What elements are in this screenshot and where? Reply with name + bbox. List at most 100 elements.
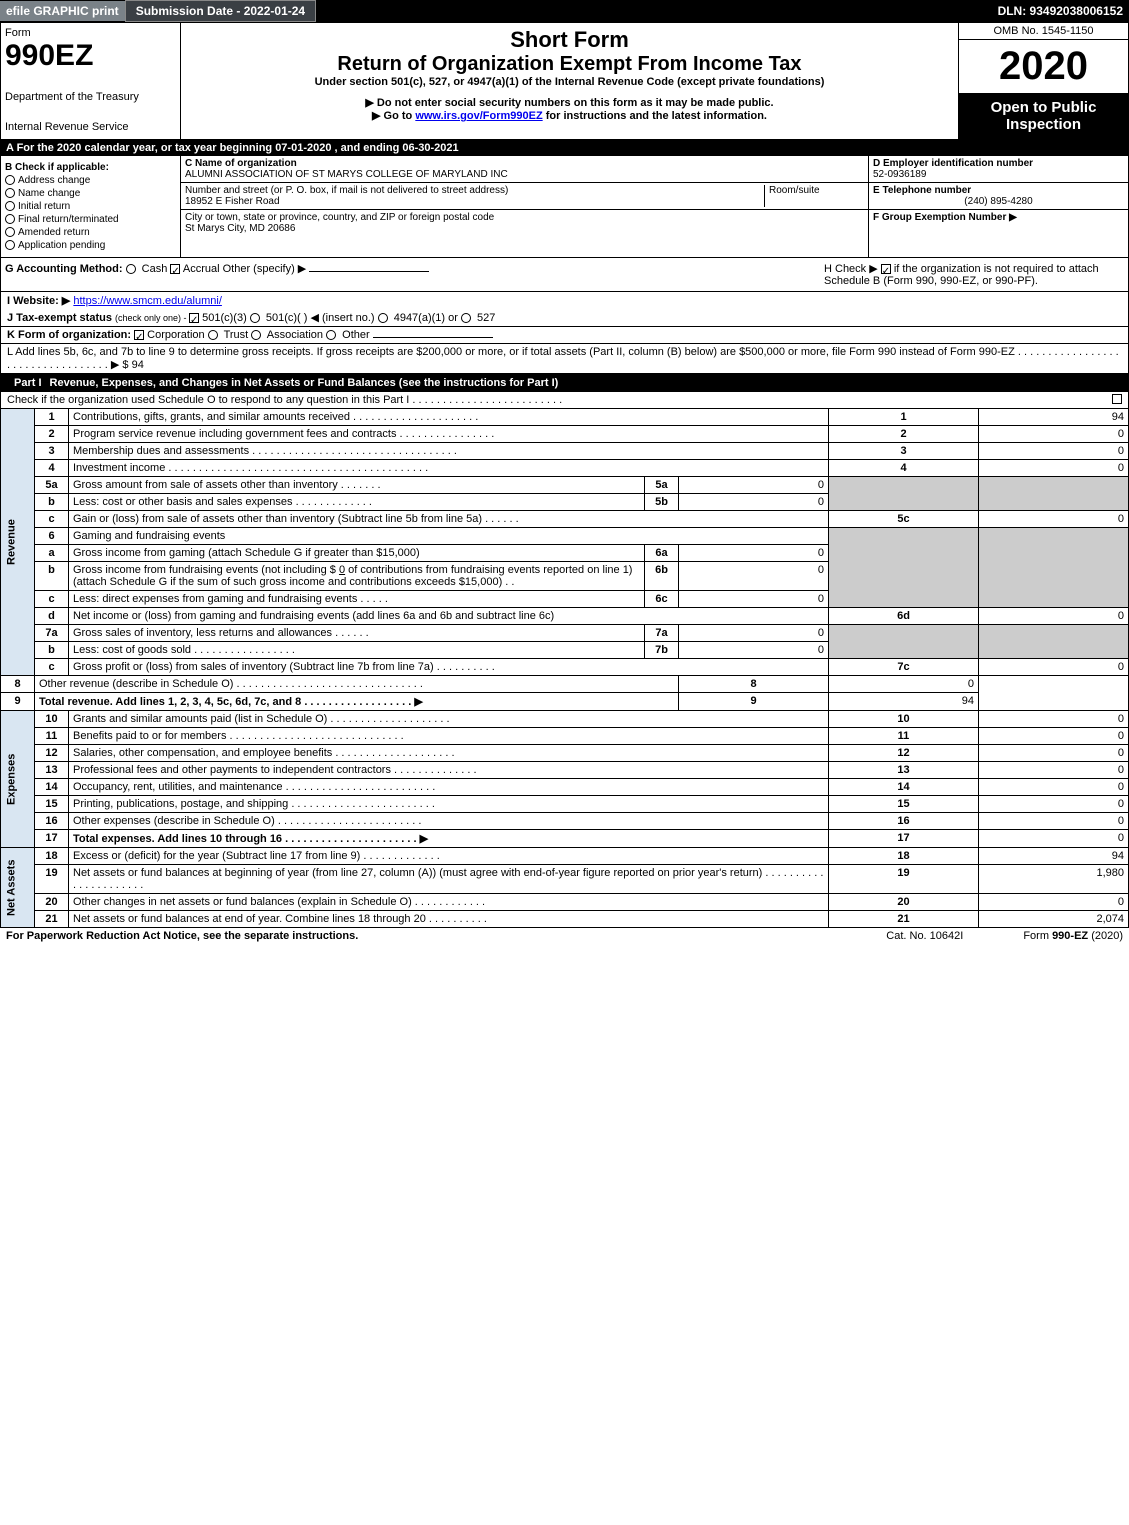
k-label: K Form of organization: (7, 329, 131, 341)
chk-name-change[interactable]: Name change (5, 188, 176, 199)
chk-application-pending[interactable]: Application pending (5, 240, 176, 251)
chk-501c3[interactable] (189, 313, 199, 323)
row-c-name: C Name of organization ALUMNI ASSOCIATIO… (181, 156, 868, 183)
chk-amended-return[interactable]: Amended return (5, 227, 176, 238)
section-b-title: B Check if applicable: (5, 162, 176, 173)
table-row-7a: 7aGross sales of inventory, less returns… (1, 625, 1129, 642)
table-row-9: 9Total revenue. Add lines 1, 2, 3, 4, 5c… (1, 693, 1129, 711)
h-pre: H Check ▶ (824, 263, 881, 275)
revenue-vertical-label: Revenue (1, 409, 35, 676)
d-label: D Employer identification number (873, 158, 1124, 169)
g-other-label: Other (specify) ▶ (223, 263, 307, 275)
chk-accrual[interactable] (170, 264, 180, 274)
table-row-7c: cGross profit or (loss) from sales of in… (1, 659, 1129, 676)
section-g: G Accounting Method: Cash Accrual Other … (5, 262, 824, 287)
goto-post: for instructions and the latest informat… (543, 110, 767, 122)
room-suite-label: Room/suite (764, 185, 864, 207)
j-501c3-label: 501(c)(3) (202, 312, 247, 324)
ssn-warning: ▶ Do not enter social security numbers o… (185, 96, 954, 109)
line-amount: 0 (979, 426, 1129, 443)
chk-501c[interactable] (250, 313, 260, 323)
line-text: Investment income . . . . . . . . . . . … (69, 460, 829, 477)
line-j-tax-exempt: J Tax-exempt status (check only one) - 5… (0, 309, 1129, 326)
line-amount: 0 (979, 460, 1129, 477)
table-row-exp: 17Total expenses. Add lines 10 through 1… (1, 830, 1129, 848)
k-corp-label: Corporation (147, 329, 204, 341)
chk-cash[interactable] (126, 264, 136, 274)
table-row-na: Net Assets18Excess or (deficit) for the … (1, 848, 1129, 865)
k-assoc-label: Association (267, 329, 323, 341)
irs-link[interactable]: www.irs.gov/Form990EZ (415, 110, 542, 122)
table-row-na: 20Other changes in net assets or fund ba… (1, 894, 1129, 911)
table-row-6d: dNet income or (loss) from gaming and fu… (1, 608, 1129, 625)
line-num: 2 (35, 426, 69, 443)
line-k-org-form: K Form of organization: Corporation Trus… (0, 326, 1129, 343)
header-right: OMB No. 1545-1150 2020 Open to Public In… (958, 23, 1128, 139)
chk-other-org[interactable] (326, 330, 336, 340)
table-row-exp: Expenses10Grants and similar amounts pai… (1, 711, 1129, 728)
chk-initial-return[interactable]: Initial return (5, 201, 176, 212)
form-header: Form 990EZ Department of the Treasury In… (0, 22, 1129, 140)
chk-trust[interactable] (208, 330, 218, 340)
chk-address-change[interactable]: Address change (5, 175, 176, 186)
phone-value: (240) 895-4280 (873, 196, 1124, 207)
open-public-inspection: Open to Public Inspection (959, 93, 1128, 139)
part-1-title: Revenue, Expenses, and Changes in Net As… (50, 377, 1123, 389)
dept-irs: Internal Revenue Service (5, 121, 176, 133)
footer-paperwork: For Paperwork Reduction Act Notice, see … (6, 930, 886, 942)
table-row-6: 6Gaming and fundraising events (1, 528, 1129, 545)
top-bar: efile GRAPHIC print Submission Date - 20… (0, 0, 1129, 22)
chk-527[interactable] (461, 313, 471, 323)
website-link[interactable]: https://www.smcm.edu/alumni/ (73, 295, 222, 307)
line-num: 1 (35, 409, 69, 426)
section-c: C Name of organization ALUMNI ASSOCIATIO… (181, 156, 868, 257)
goto-pre: ▶ Go to (372, 110, 415, 122)
part-1-table: Revenue1Contributions, gifts, grants, an… (0, 408, 1129, 928)
section-b: B Check if applicable: Address change Na… (1, 156, 181, 257)
omb-number: OMB No. 1545-1150 (959, 23, 1128, 40)
table-row-5a: 5aGross amount from sale of assets other… (1, 477, 1129, 494)
table-row-exp: 13Professional fees and other payments t… (1, 762, 1129, 779)
part-1-check-o: Check if the organization used Schedule … (0, 392, 1129, 408)
netassets-vertical-label: Net Assets (1, 848, 35, 928)
j-sub: (check only one) - (115, 313, 189, 323)
table-row: Revenue1Contributions, gifts, grants, an… (1, 409, 1129, 426)
chk-association[interactable] (251, 330, 261, 340)
page-footer: For Paperwork Reduction Act Notice, see … (0, 928, 1129, 944)
efile-print-label[interactable]: efile GRAPHIC print (0, 1, 125, 21)
j-527-label: 527 (477, 312, 495, 324)
tax-year: 2020 (959, 40, 1128, 93)
j-label: J Tax-exempt status (7, 312, 112, 324)
j-501c-label: 501(c)( ) ◀ (insert no.) (266, 312, 375, 324)
k-trust-label: Trust (224, 329, 249, 341)
line-ref: 4 (829, 460, 979, 477)
goto-link-line: ▶ Go to www.irs.gov/Form990EZ for instru… (185, 109, 954, 122)
k-other-label: Other (342, 329, 370, 341)
line-ref: 2 (829, 426, 979, 443)
table-row-na: 21Net assets or fund balances at end of … (1, 911, 1129, 928)
line-num: 3 (35, 443, 69, 460)
chk-final-return[interactable]: Final return/terminated (5, 214, 176, 225)
section-d-e-f: D Employer identification number 52-0936… (868, 156, 1128, 257)
chk-corporation[interactable] (134, 330, 144, 340)
section-b-through-f: B Check if applicable: Address change Na… (0, 156, 1129, 258)
line-l-gross-receipts: L Add lines 5b, 6c, and 7b to line 9 to … (0, 343, 1129, 374)
row-a-tax-year: A For the 2020 calendar year, or tax yea… (0, 140, 1129, 156)
table-row-na: 19Net assets or fund balances at beginni… (1, 865, 1129, 894)
header-middle: Short Form Return of Organization Exempt… (181, 23, 958, 139)
table-row-exp: 16Other expenses (describe in Schedule O… (1, 813, 1129, 830)
return-title: Return of Organization Exempt From Incom… (185, 53, 954, 76)
chk-h-schedule-b[interactable] (881, 264, 891, 274)
row-d-ein: D Employer identification number 52-0936… (869, 156, 1128, 183)
dept-treasury: Department of the Treasury (5, 91, 176, 103)
chk-schedule-o[interactable] (1112, 394, 1122, 404)
chk-4947[interactable] (378, 313, 388, 323)
part-1-check-text: Check if the organization used Schedule … (7, 394, 562, 406)
e-label: E Telephone number (873, 185, 1124, 196)
org-name: ALUMNI ASSOCIATION OF ST MARYS COLLEGE O… (185, 169, 864, 180)
c-name-label: C Name of organization (185, 158, 864, 169)
line-text: Contributions, gifts, grants, and simila… (69, 409, 829, 426)
expenses-vertical-label: Expenses (1, 711, 35, 848)
short-form-title: Short Form (185, 27, 954, 53)
line-ref: 1 (829, 409, 979, 426)
